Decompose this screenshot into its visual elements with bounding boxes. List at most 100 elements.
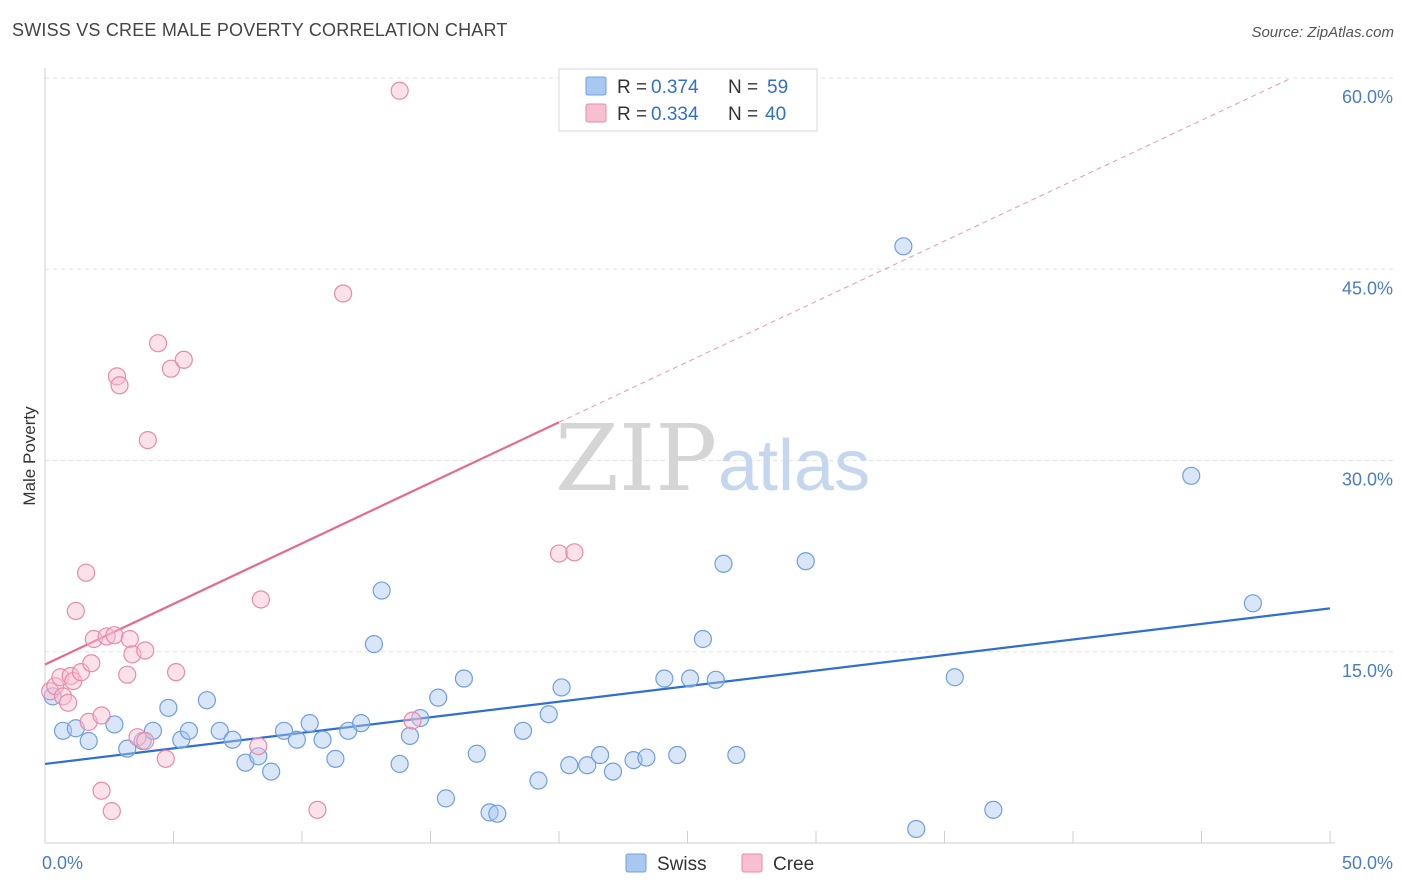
y-tick-label: 30.0% xyxy=(1342,470,1393,490)
point-swiss xyxy=(105,715,124,734)
x-tick-labels: 0.0% 50.0% xyxy=(42,853,1393,873)
point-cree xyxy=(97,627,116,646)
point-cree xyxy=(136,731,155,751)
legend-label-swiss: Swiss xyxy=(657,854,707,875)
point-cree xyxy=(82,654,101,673)
legend-swatch-swiss-bottom xyxy=(625,853,647,873)
point-swiss xyxy=(552,678,571,697)
y-tick-label: 15.0% xyxy=(1342,661,1393,681)
point-cree xyxy=(166,663,186,682)
chart-title: SWISS VS CREE MALE POVERTY CORRELATION C… xyxy=(12,20,508,40)
point-swiss xyxy=(326,749,345,768)
point-cree xyxy=(156,749,175,768)
point-swiss xyxy=(436,789,456,808)
point-swiss xyxy=(429,688,448,707)
axes xyxy=(44,68,1335,844)
point-cree xyxy=(251,590,270,609)
point-swiss xyxy=(539,705,558,724)
point-cree xyxy=(118,665,137,684)
point-swiss xyxy=(655,669,674,688)
point-swiss xyxy=(210,721,229,740)
point-swiss xyxy=(400,726,420,746)
legend-swatch-swiss xyxy=(585,76,607,96)
legend-top: R = 0.374 N = 59 R = 0.334 N = 40 xyxy=(558,68,818,132)
legend-label-cree: Cree xyxy=(773,854,814,875)
point-swiss xyxy=(693,629,713,649)
point-cree xyxy=(334,284,353,303)
point-cree xyxy=(249,736,268,756)
point-swiss xyxy=(796,552,815,571)
point-swiss xyxy=(249,747,268,766)
point-swiss xyxy=(984,800,1003,819)
point-swiss xyxy=(578,756,597,775)
point-swiss xyxy=(197,691,217,710)
point-swiss xyxy=(118,739,137,758)
legend-swatch-cree xyxy=(585,103,607,123)
point-cree xyxy=(161,359,181,378)
legend-n-label-swiss: N = xyxy=(728,77,758,98)
point-cree xyxy=(71,663,91,682)
point-swiss xyxy=(706,670,725,689)
point-swiss xyxy=(313,730,332,749)
point-swiss xyxy=(79,731,98,751)
legend-r-label-cree: R = xyxy=(617,104,647,125)
point-swiss xyxy=(159,698,178,717)
legend-r-value-cree: 0.334 xyxy=(651,104,699,125)
point-swiss xyxy=(480,803,499,822)
legend-r-label-swiss: R = xyxy=(617,77,647,98)
point-swiss xyxy=(668,745,687,765)
point-swiss xyxy=(390,754,409,774)
point-cree xyxy=(61,666,80,686)
point-cree xyxy=(46,677,65,696)
source-label: Source: ZipAtlas.com xyxy=(1251,24,1394,41)
point-cree xyxy=(102,802,121,821)
point-cree xyxy=(66,601,85,621)
point-cree xyxy=(565,543,584,562)
point-swiss xyxy=(894,237,913,256)
point-swiss xyxy=(223,730,242,749)
point-swiss xyxy=(560,756,579,775)
point-cree xyxy=(138,431,157,450)
point-swiss xyxy=(300,714,319,733)
point-cree xyxy=(148,334,168,353)
point-swiss xyxy=(680,669,700,688)
point-swiss xyxy=(1182,466,1201,485)
point-cree xyxy=(105,626,124,645)
point-cree xyxy=(136,641,155,660)
point-swiss xyxy=(727,745,746,765)
data-points xyxy=(41,81,1263,839)
point-swiss xyxy=(945,668,964,687)
point-cree xyxy=(59,693,78,712)
point-swiss xyxy=(714,554,733,573)
legend-r-value-swiss: 0.374 xyxy=(651,77,699,98)
x-tick-label: 0.0% xyxy=(42,853,83,873)
point-swiss xyxy=(488,804,507,823)
point-cree xyxy=(92,781,111,800)
y-tick-label: 60.0% xyxy=(1342,87,1393,107)
point-swiss xyxy=(513,721,533,740)
point-swiss xyxy=(1243,594,1263,613)
point-swiss xyxy=(372,581,391,600)
point-cree xyxy=(110,376,129,395)
point-swiss xyxy=(179,721,199,740)
point-swiss xyxy=(603,762,623,781)
point-swiss xyxy=(591,745,610,765)
point-cree xyxy=(92,706,111,725)
y-tick-label: 45.0% xyxy=(1342,278,1393,298)
point-swiss xyxy=(143,721,163,740)
trend-line-cree xyxy=(44,421,560,666)
point-swiss xyxy=(454,669,474,688)
legend-n-value-swiss: 59 xyxy=(767,77,788,98)
point-swiss xyxy=(364,634,384,654)
legend-swatch-cree-bottom xyxy=(741,853,763,873)
point-swiss xyxy=(529,771,548,790)
point-cree xyxy=(174,350,193,369)
point-cree xyxy=(308,800,327,819)
x-tick-label: 50.0% xyxy=(1342,853,1393,873)
point-swiss xyxy=(262,762,281,781)
point-swiss xyxy=(907,819,926,839)
point-swiss xyxy=(467,744,486,763)
legend-bottom: Swiss Cree xyxy=(625,853,814,875)
point-cree xyxy=(403,711,422,730)
